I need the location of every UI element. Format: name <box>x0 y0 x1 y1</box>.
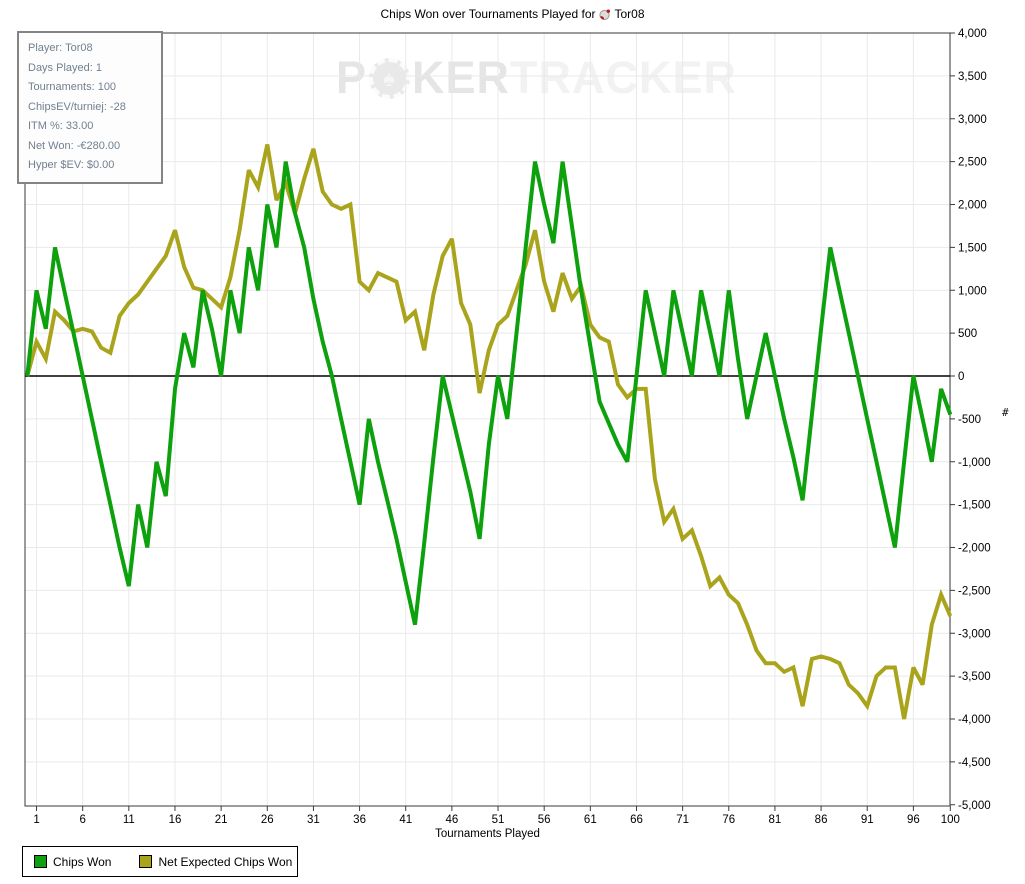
x-tick-label: 41 <box>399 814 412 826</box>
x-axis-title: Tournaments Played <box>435 828 540 840</box>
y-tick-label: -2,500 <box>958 585 991 597</box>
x-tick-label: 6 <box>79 814 85 826</box>
x-tick-label: 96 <box>907 814 920 826</box>
y-tick-label: -4,000 <box>958 714 991 726</box>
chart-title-text: Chips Won over Tournaments Played for <box>380 7 596 21</box>
x-tick-label: 51 <box>492 814 505 826</box>
chart-title: Chips Won over Tournaments Played for To… <box>0 7 1025 21</box>
y-tick-label: 0 <box>958 371 964 383</box>
tooltip-line-net-won: Net Won: -€280.00 <box>28 139 121 152</box>
chart-legend: Chips Won Net Expected Chips Won <box>22 846 298 877</box>
y-tick-label: -500 <box>958 414 981 426</box>
pokertracker-watermark: P ♠ KER TRACKER <box>336 52 737 104</box>
y-tick-label: -1,000 <box>958 457 991 469</box>
x-tick-label: 26 <box>261 814 274 826</box>
x-tick-label: 56 <box>538 814 551 826</box>
player-stats-tooltip: Player: Tor08 Days Played: 1 Tournaments… <box>17 31 163 184</box>
watermark-tracker: TRACKER <box>510 52 738 103</box>
x-tick-label: 31 <box>307 814 320 826</box>
y-tick-label: -4,500 <box>958 757 991 769</box>
tooltip-line-player: Player: Tor08 <box>28 42 93 54</box>
x-tick-label: 71 <box>676 814 689 826</box>
tooltip-line-hyper-ev: Hyper $EV: $0.00 <box>28 159 115 171</box>
x-tick-label: 1 <box>33 814 39 826</box>
poker-chip-logo-icon: ♠ <box>369 57 411 99</box>
spade-icon: ♠ <box>382 64 397 91</box>
x-tick-label: 81 <box>769 814 782 826</box>
net-expected-swatch <box>139 855 153 868</box>
tooltip-line-itm: ITM %: 33.00 <box>28 120 94 132</box>
x-tick-label: 61 <box>584 814 597 826</box>
net-expected-line[interactable] <box>25 144 953 720</box>
axis-edge-marker: # <box>1002 406 1009 419</box>
tooltip-line-chipsev: ChipsEV/turniej: -28 <box>28 100 126 113</box>
y-tick-label: -1,500 <box>958 500 991 512</box>
chips-won-line[interactable] <box>25 161 953 626</box>
y-tick-label: 3,500 <box>958 71 987 83</box>
watermark-p: P <box>336 52 368 103</box>
y-tick-label: 1,000 <box>958 285 987 297</box>
x-tick-label: 46 <box>445 814 458 826</box>
y-tick-label: -5,000 <box>958 800 991 812</box>
tooltip-line-tournaments: Tournaments: 100 <box>28 81 117 93</box>
y-tick-label: 2,000 <box>958 200 987 212</box>
net-expected-label: Net Expected Chips Won <box>158 854 293 869</box>
plot-frame <box>24 32 951 807</box>
x-tick-label: 21 <box>215 814 228 826</box>
legend-item-chips-won[interactable]: Chips Won <box>34 855 111 869</box>
y-tick-label: -2,000 <box>958 543 991 555</box>
x-tick-label: 36 <box>353 814 366 826</box>
x-tick-label: 16 <box>169 814 182 826</box>
x-tick-label: 100 <box>941 814 960 826</box>
tooltip-line-days-played: Days Played: 1 <box>28 61 102 74</box>
chips-won-swatch <box>34 855 47 868</box>
y-tick-label: 3,000 <box>958 114 987 126</box>
poker-site-icon <box>598 8 611 21</box>
x-tick-label: 91 <box>861 814 874 826</box>
x-tick-label: 11 <box>123 814 135 826</box>
x-tick-label: 76 <box>722 814 735 826</box>
y-tick-label: -3,500 <box>958 671 991 683</box>
x-tick-label: 86 <box>815 814 828 826</box>
chips-won-label: Chips Won <box>53 854 112 869</box>
x-tick-label: 66 <box>630 814 643 826</box>
y-tick-label: -3,000 <box>958 628 991 640</box>
y-tick-label: 4,000 <box>958 28 987 40</box>
chart-title-player: Tor08 <box>614 7 645 21</box>
watermark-ker: KER <box>412 52 511 103</box>
y-tick-label: 2,500 <box>958 157 987 169</box>
y-tick-label: 500 <box>958 328 977 340</box>
legend-item-net-expected[interactable]: Net Expected Chips Won <box>139 855 292 869</box>
y-tick-label: 1,500 <box>958 242 987 254</box>
